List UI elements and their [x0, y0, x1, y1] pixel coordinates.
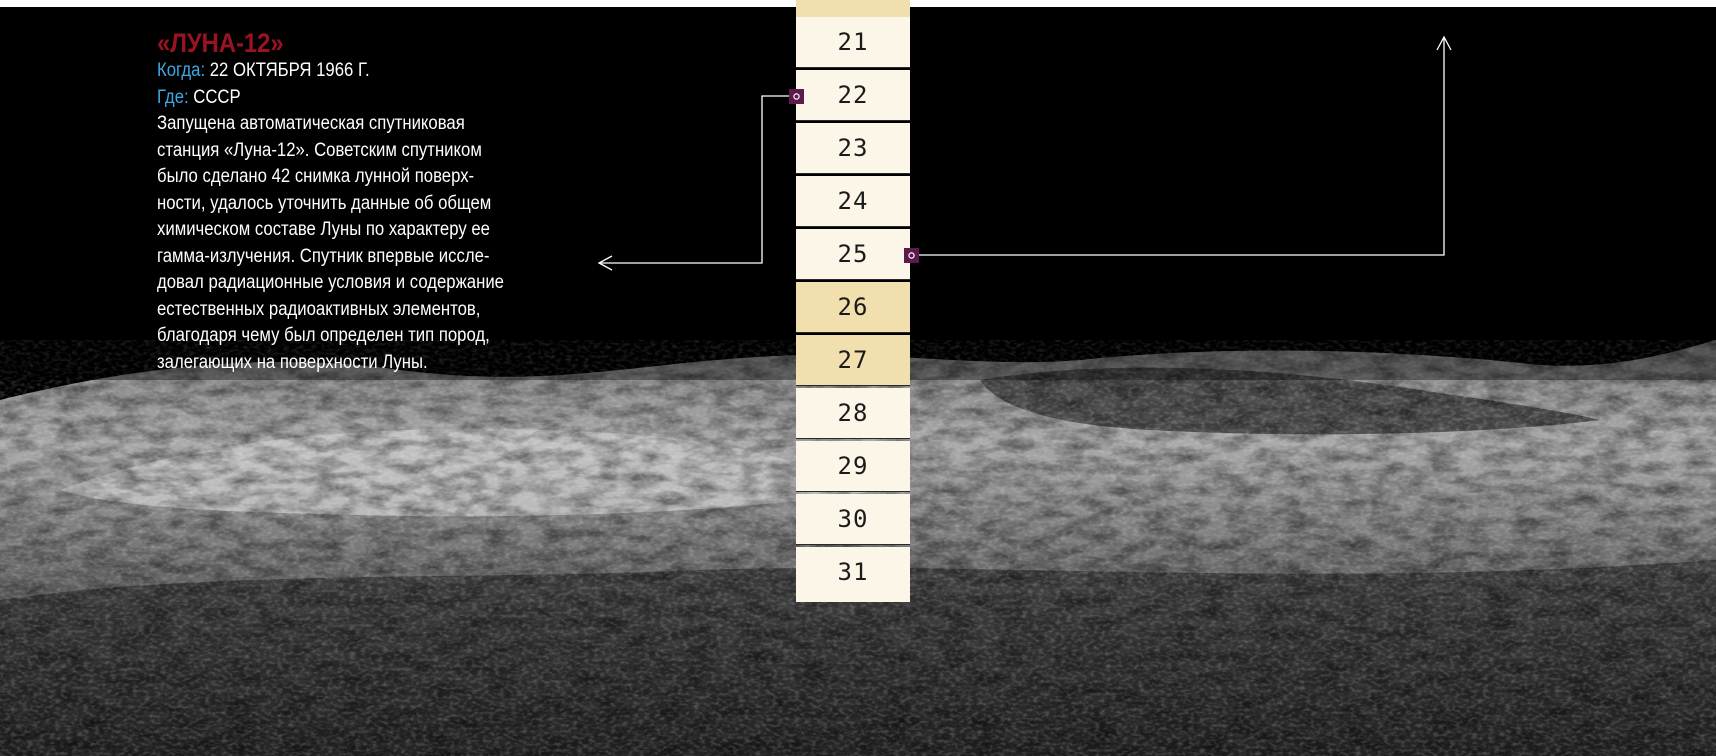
body-line: гамма-излучения. Спутник впервые иссле-	[157, 245, 490, 267]
calendar-day[interactable]: 21	[796, 17, 910, 68]
body-line: довал радиационные условия и содержание	[157, 272, 504, 293]
calendar-day-highlighted[interactable]: 27	[796, 335, 910, 386]
calendar-day[interactable]: 25	[796, 229, 910, 280]
calendar-day[interactable]: 23	[796, 123, 910, 174]
body-line: естественных радиоактивных элементов,	[157, 298, 481, 320]
body-line: залегающих на поверхности Луны.	[157, 351, 428, 373]
calendar-day[interactable]: 24	[796, 176, 910, 227]
where-value: СССР	[193, 86, 241, 108]
arrow-left-icon	[597, 255, 613, 271]
calendar-day-highlighted[interactable]: 26	[796, 282, 910, 333]
body-line: Запущена автоматическая спутниковая	[157, 113, 465, 134]
when-line: Когда: 22 ОКТЯБРЯ 1966 Г.	[157, 58, 544, 85]
body-line: ности, удалось уточнить данные об общем	[157, 192, 492, 214]
article-headline: «ЛУНА-12»	[157, 28, 284, 58]
body-line: было сделано 42 снимка лунной поверх-	[157, 166, 475, 187]
connector-line-right	[911, 38, 1445, 256]
calendar-top-cap	[796, 0, 910, 17]
arrow-up-icon	[1436, 35, 1452, 51]
article-text: «ЛУНА-12» Когда: 22 ОКТЯБРЯ 1966 Г. Где:…	[157, 28, 544, 376]
where-line: Где: СССР	[157, 85, 544, 112]
when-value: 22 ОКТЯБРЯ 1966 Г.	[209, 60, 370, 81]
calendar-day[interactable]: 28	[796, 388, 910, 439]
calendar-day[interactable]: 31	[796, 547, 910, 597]
calendar-day[interactable]: 22	[796, 70, 910, 121]
connector-line-left	[600, 95, 797, 264]
body-line: химическом составе Луны по характеру ее	[157, 219, 490, 240]
calendar-day[interactable]: 30	[796, 494, 910, 545]
when-label: Когда:	[157, 60, 206, 81]
calendar-bottom-cap	[796, 596, 910, 602]
where-label: Где:	[157, 86, 189, 108]
body-line: благодаря чему был определен тип пород,	[157, 325, 490, 346]
calendar-day[interactable]: 29	[796, 441, 910, 492]
calendar-column: 21 22 23 24 25 26 27 28 29 30 31	[796, 0, 910, 602]
body-line: станция «Луна-12». Советским спутником	[157, 139, 482, 161]
